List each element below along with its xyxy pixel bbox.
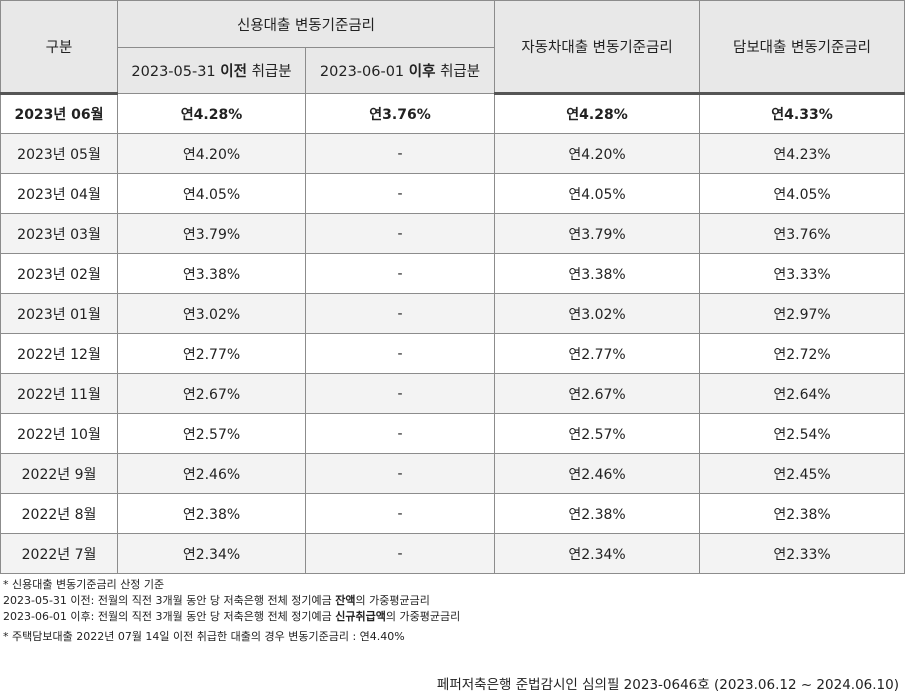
cell-credit-before: 연2.46% bbox=[117, 453, 306, 494]
table-row: 2023년 02월 연3.38% - 연3.38% 연3.33% bbox=[0, 253, 905, 294]
cell-period: 2023년 04월 bbox=[0, 173, 118, 214]
cell-credit-after: - bbox=[304, 413, 496, 454]
cell-auto: 연3.38% bbox=[494, 253, 701, 294]
table-row: 2023년 01월 연3.02% - 연3.02% 연2.97% bbox=[0, 293, 905, 334]
header-credit-after-bold: 이후 bbox=[408, 64, 436, 80]
cell-period: 2022년 11월 bbox=[0, 373, 118, 414]
rate-table: 구분 신용대출 변동기준금리 자동차대출 변동기준금리 담보대출 변동기준금리 … bbox=[0, 0, 905, 574]
cell-auto: 연4.05% bbox=[494, 173, 701, 214]
cell-credit-after: - bbox=[304, 253, 496, 294]
table-row: 2022년 8월 연2.38% - 연2.38% 연2.38% bbox=[0, 493, 905, 534]
cell-credit-before: 연2.57% bbox=[117, 413, 306, 454]
header-credit-after: 2023-06-01 이후 취급분 bbox=[304, 47, 496, 94]
cell-mortgage: 연2.45% bbox=[699, 453, 905, 494]
header-auto: 자동차대출 변동기준금리 bbox=[494, 0, 701, 95]
cell-credit-before: 연3.38% bbox=[117, 253, 306, 294]
cell-credit-after: - bbox=[304, 173, 496, 214]
cell-auto: 연4.28% bbox=[494, 93, 701, 134]
cell-credit-after: - bbox=[304, 293, 496, 334]
cell-period: 2023년 06월 bbox=[0, 93, 118, 134]
note-mortgage: * 주택담보대출 2022년 07월 14일 이전 취급한 대출의 경우 변동기… bbox=[3, 630, 405, 643]
cell-credit-before: 연3.02% bbox=[117, 293, 306, 334]
header-credit-before-suffix: 취급분 bbox=[251, 64, 292, 80]
header-credit-group: 신용대출 변동기준금리 bbox=[116, 0, 496, 48]
table-row: 2023년 06월 연4.28% 연3.76% 연4.28% 연4.33% bbox=[0, 93, 905, 134]
cell-credit-after: - bbox=[304, 133, 496, 174]
note-after-suffix: 의 가중평균금리 bbox=[385, 610, 461, 623]
cell-period: 2022년 7월 bbox=[0, 533, 118, 574]
cell-credit-before: 연3.79% bbox=[117, 213, 306, 254]
cell-period: 2022년 9월 bbox=[0, 453, 118, 494]
note-after-bold: 신규취급액 bbox=[335, 610, 386, 623]
cell-mortgage: 연3.33% bbox=[699, 253, 905, 294]
cell-auto: 연2.67% bbox=[494, 373, 701, 414]
cell-period: 2023년 02월 bbox=[0, 253, 118, 294]
header-credit-before: 2023-05-31 이전 취급분 bbox=[117, 47, 306, 94]
cell-mortgage: 연2.33% bbox=[699, 533, 905, 574]
note-before-suffix: 의 가중평균금리 bbox=[355, 594, 430, 607]
cell-credit-before: 연4.05% bbox=[117, 173, 306, 214]
cell-mortgage: 연2.72% bbox=[699, 333, 905, 374]
cell-mortgage: 연2.97% bbox=[699, 293, 905, 334]
note-criteria-title: * 신용대출 변동기준금리 산정 기준 bbox=[3, 578, 165, 591]
table-row: 2023년 05월 연4.20% - 연4.20% 연4.23% bbox=[0, 133, 905, 174]
header-credit-before-date: 2023-05-31 bbox=[131, 64, 216, 80]
header-credit-after-date: 2023-06-01 bbox=[319, 64, 405, 80]
cell-credit-after: - bbox=[304, 453, 496, 494]
cell-period: 2023년 03월 bbox=[0, 213, 118, 254]
cell-auto: 연2.34% bbox=[494, 533, 701, 574]
cell-auto: 연2.38% bbox=[494, 493, 701, 534]
footnotes: * 신용대출 변동기준금리 산정 기준 2023-05-31 이전: 전월의 직… bbox=[3, 577, 460, 645]
note-before-bold: 잔액 bbox=[335, 594, 356, 607]
cell-credit-before: 연2.38% bbox=[117, 493, 306, 534]
table-row: 2022년 7월 연2.34% - 연2.34% 연2.33% bbox=[0, 533, 905, 574]
cell-mortgage: 연4.05% bbox=[699, 173, 905, 214]
cell-credit-before: 연2.77% bbox=[117, 333, 306, 374]
cell-credit-after: - bbox=[304, 333, 496, 374]
table-row: 2022년 11월 연2.67% - 연2.67% 연2.64% bbox=[0, 373, 905, 414]
cell-credit-after: - bbox=[304, 493, 496, 534]
table-row: 2022년 10월 연2.57% - 연2.57% 연2.54% bbox=[0, 413, 905, 454]
header-mortgage: 담보대출 변동기준금리 bbox=[699, 0, 905, 95]
cell-mortgage: 연3.76% bbox=[699, 213, 905, 254]
cell-mortgage: 연4.23% bbox=[699, 133, 905, 174]
cell-auto: 연2.77% bbox=[494, 333, 701, 374]
header-credit-after-suffix: 취급분 bbox=[440, 64, 481, 80]
compliance-footer: 페퍼저축은행 준법감시인 심의필 2023-0646호 (2023.06.12 … bbox=[436, 677, 899, 693]
note-after: 2023-06-01 이후: 전월의 직전 3개월 동안 당 저축은행 전체 정… bbox=[3, 609, 460, 625]
cell-credit-before: 연2.34% bbox=[117, 533, 306, 574]
cell-credit-before: 연2.67% bbox=[117, 373, 306, 414]
cell-period: 2022년 8월 bbox=[0, 493, 118, 534]
cell-credit-after: 연3.76% bbox=[304, 93, 496, 134]
cell-period: 2023년 05월 bbox=[0, 133, 118, 174]
cell-credit-after: - bbox=[304, 373, 496, 414]
cell-auto: 연3.02% bbox=[494, 293, 701, 334]
cell-period: 2023년 01월 bbox=[0, 293, 118, 334]
cell-auto: 연4.20% bbox=[494, 133, 701, 174]
cell-credit-before: 연4.20% bbox=[117, 133, 306, 174]
table-row: 2023년 04월 연4.05% - 연4.05% 연4.05% bbox=[0, 173, 905, 214]
note-before: 2023-05-31 이전: 전월의 직전 3개월 동안 당 저축은행 전체 정… bbox=[3, 593, 460, 609]
cell-period: 2022년 10월 bbox=[0, 413, 118, 454]
cell-mortgage: 연2.38% bbox=[699, 493, 905, 534]
note-after-prefix: 2023-06-01 이후: 전월의 직전 3개월 동안 당 저축은행 전체 정… bbox=[3, 610, 336, 623]
cell-mortgage: 연2.54% bbox=[699, 413, 905, 454]
cell-credit-before: 연4.28% bbox=[117, 93, 306, 134]
cell-auto: 연3.79% bbox=[494, 213, 701, 254]
header-credit-before-bold: 이전 bbox=[220, 64, 247, 80]
cell-credit-after: - bbox=[304, 213, 496, 254]
cell-mortgage: 연2.64% bbox=[699, 373, 905, 414]
cell-credit-after: - bbox=[304, 533, 496, 574]
header-category: 구분 bbox=[0, 0, 118, 95]
cell-period: 2022년 12월 bbox=[0, 333, 118, 374]
cell-auto: 연2.57% bbox=[494, 413, 701, 454]
table-row: 2023년 03월 연3.79% - 연3.79% 연3.76% bbox=[0, 213, 905, 254]
table-row: 2022년 9월 연2.46% - 연2.46% 연2.45% bbox=[0, 453, 905, 494]
table-row: 2022년 12월 연2.77% - 연2.77% 연2.72% bbox=[0, 333, 905, 374]
cell-mortgage: 연4.33% bbox=[699, 93, 905, 134]
note-before-prefix: 2023-05-31 이전: 전월의 직전 3개월 동안 당 저축은행 전체 정… bbox=[3, 594, 336, 607]
cell-auto: 연2.46% bbox=[494, 453, 701, 494]
